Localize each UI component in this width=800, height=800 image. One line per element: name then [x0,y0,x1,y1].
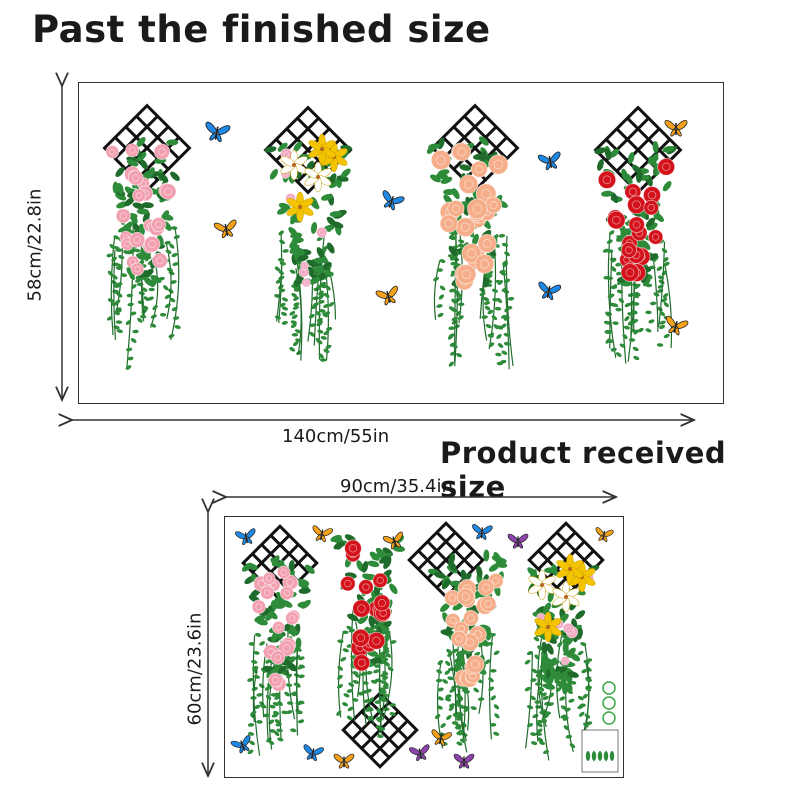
sheet-butterfly-8 [303,744,324,762]
butterfly-4 [375,285,398,306]
received-size-title: Product received size [440,436,727,504]
butterfly-7 [664,120,688,137]
butterfly-3 [382,190,405,211]
sheet-butterfly-3 [382,531,403,550]
hanging-red-roses [594,140,677,364]
sheet-butterfly-2 [312,525,333,543]
finished-width-label: 140cm/55in [282,426,390,447]
finished-size-title: Past the finished size [32,8,491,51]
finished-size-frame [78,82,724,404]
hanging-peach-roses [426,136,515,370]
sheet-butterfly-7 [230,735,251,754]
sheet-lilies [524,553,600,761]
butterfly-2 [213,219,237,239]
sheet-red-roses [330,534,406,739]
sheet-pink-roses [241,555,315,756]
butterfly-8 [666,315,689,336]
butterfly-6 [538,281,562,301]
sheet-accessory-pieces [581,681,619,773]
sheet-butterfly-9 [333,753,355,769]
hanging-pink-roses [105,137,181,370]
butterfly-1 [205,121,231,143]
sheet-butterfly-11 [431,729,452,747]
hanging-lilies [264,133,353,362]
sheet-peach-roses [428,549,508,753]
sheet-butterfly-10 [409,744,430,762]
sheet-butterfly-5 [507,533,529,549]
sheet-butterfly-4 [472,524,493,540]
butterfly-5 [537,151,561,171]
sheet-butterfly-12 [453,753,475,769]
sheet-butterfly-1 [235,528,256,546]
sheet-butterfly-6 [595,527,614,543]
